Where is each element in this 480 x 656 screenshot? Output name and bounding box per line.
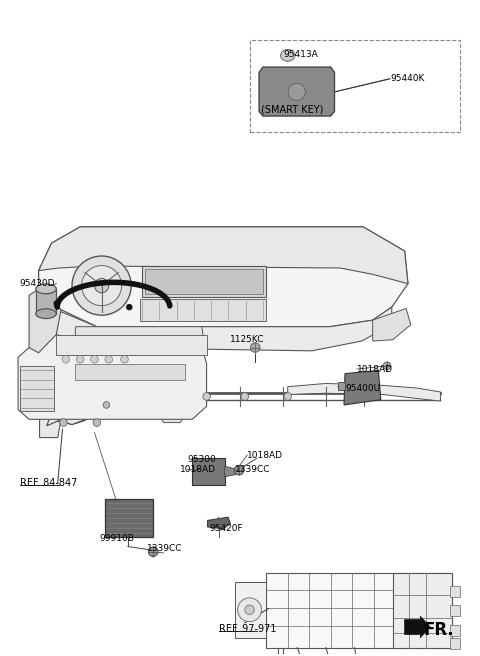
Text: 1339CC: 1339CC <box>147 544 182 553</box>
Bar <box>192 459 225 485</box>
Text: 99910B: 99910B <box>99 533 134 543</box>
Circle shape <box>245 605 254 615</box>
Circle shape <box>91 356 98 363</box>
Text: 95400U: 95400U <box>345 384 380 392</box>
Text: 1339CC: 1339CC <box>235 465 271 474</box>
Bar <box>450 586 459 597</box>
Circle shape <box>82 266 121 306</box>
Polygon shape <box>372 308 411 341</box>
Bar <box>106 499 153 537</box>
Bar <box>21 366 54 411</box>
Polygon shape <box>64 385 91 416</box>
Circle shape <box>72 256 131 315</box>
Circle shape <box>95 278 109 293</box>
Bar <box>250 40 459 133</box>
Circle shape <box>76 356 84 363</box>
Bar <box>140 298 266 321</box>
Circle shape <box>288 83 305 100</box>
Bar <box>450 605 459 616</box>
Text: 95413A: 95413A <box>283 50 318 58</box>
Polygon shape <box>38 227 408 327</box>
Polygon shape <box>75 327 205 354</box>
Polygon shape <box>18 335 206 419</box>
Polygon shape <box>64 390 86 406</box>
Circle shape <box>148 547 158 556</box>
Circle shape <box>93 419 101 426</box>
Ellipse shape <box>36 309 56 319</box>
Text: 1018AD: 1018AD <box>357 365 393 373</box>
Bar <box>393 573 452 647</box>
Circle shape <box>203 393 210 400</box>
Text: (SMART KEY): (SMART KEY) <box>262 104 324 115</box>
Circle shape <box>234 465 244 475</box>
Ellipse shape <box>36 284 56 294</box>
Circle shape <box>120 356 128 363</box>
Circle shape <box>251 343 260 352</box>
Text: 1018AD: 1018AD <box>247 451 283 460</box>
Circle shape <box>62 356 70 363</box>
Circle shape <box>238 598 262 622</box>
Polygon shape <box>47 377 106 426</box>
Circle shape <box>43 401 50 408</box>
Polygon shape <box>49 384 102 424</box>
Bar <box>56 335 206 356</box>
Text: FR.: FR. <box>424 621 455 639</box>
Circle shape <box>241 393 249 400</box>
Polygon shape <box>338 382 345 390</box>
Bar <box>266 573 452 647</box>
Polygon shape <box>225 466 235 477</box>
Circle shape <box>103 401 110 408</box>
Bar <box>450 625 459 636</box>
Circle shape <box>126 304 132 310</box>
Bar <box>144 270 263 294</box>
Bar <box>142 266 266 297</box>
Polygon shape <box>405 616 430 638</box>
Polygon shape <box>235 583 266 638</box>
Polygon shape <box>207 517 230 529</box>
Circle shape <box>105 356 113 363</box>
Circle shape <box>60 419 67 426</box>
Text: 95300: 95300 <box>188 455 216 464</box>
Ellipse shape <box>281 49 295 61</box>
Polygon shape <box>288 384 441 401</box>
Polygon shape <box>39 375 61 438</box>
Circle shape <box>284 393 291 400</box>
Circle shape <box>383 362 391 369</box>
Polygon shape <box>344 371 381 405</box>
Bar <box>75 364 185 380</box>
Bar <box>450 638 459 649</box>
Text: 95440K: 95440K <box>390 74 425 83</box>
Polygon shape <box>159 382 185 422</box>
Polygon shape <box>56 307 392 351</box>
Text: 1125KC: 1125KC <box>229 335 264 344</box>
Text: REF. 84-847: REF. 84-847 <box>21 478 78 488</box>
Polygon shape <box>29 289 61 353</box>
Polygon shape <box>38 227 408 283</box>
Polygon shape <box>259 67 335 116</box>
Text: 95430D: 95430D <box>20 279 55 288</box>
Bar <box>36 289 56 314</box>
Text: 95420F: 95420F <box>209 524 242 533</box>
Text: 1018AD: 1018AD <box>180 465 216 474</box>
Text: REF. 97-971: REF. 97-971 <box>218 625 276 634</box>
